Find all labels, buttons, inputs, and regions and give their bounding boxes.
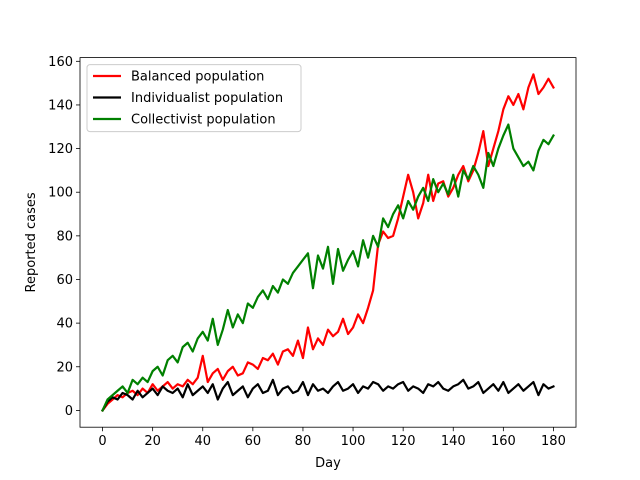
- x-tick-label: 40: [194, 434, 211, 449]
- x-tick-label: 180: [541, 434, 566, 449]
- x-tick-label: 140: [441, 434, 466, 449]
- x-tick-label: 0: [98, 434, 106, 449]
- x-axis-label: Day: [315, 456, 341, 471]
- legend: Balanced population Individualist populat…: [86, 64, 302, 133]
- y-tick-label: 100: [48, 186, 73, 201]
- y-axis-label: Reported cases: [24, 192, 39, 292]
- legend-label-0: Balanced population: [131, 70, 264, 85]
- x-tick-label: 120: [391, 434, 416, 449]
- y-tick-label: 120: [48, 142, 73, 157]
- y-tick-label: 20: [56, 360, 73, 375]
- legend-box: [86, 64, 302, 133]
- y-tick-label: 160: [48, 55, 73, 70]
- x-tick-label: 100: [341, 434, 366, 449]
- x-tick-label: 60: [245, 434, 262, 449]
- x-axis-ticks: 0 20 40 60 80 100 120 140 160 180: [98, 427, 566, 449]
- series-layer: [101, 73, 555, 412]
- y-tick-label: 40: [56, 317, 73, 332]
- x-tick-label: 80: [295, 434, 312, 449]
- x-tick-label: 20: [144, 434, 161, 449]
- series-line-2: [101, 123, 555, 412]
- y-tick-label: 60: [56, 273, 73, 288]
- x-tick-label: 160: [491, 434, 516, 449]
- y-axis-ticks: 0 20 40 60 80 100 120 140 160: [48, 55, 80, 419]
- series-line-1: [101, 378, 555, 412]
- plot-frame: [79, 57, 577, 428]
- legend-label-2: Collectivist population: [131, 113, 276, 128]
- y-tick-label: 80: [56, 229, 73, 244]
- series-line-0: [101, 73, 555, 412]
- y-tick-label: 0: [65, 404, 73, 419]
- legend-label-1: Individualist population: [131, 91, 283, 106]
- y-tick-label: 140: [48, 98, 73, 113]
